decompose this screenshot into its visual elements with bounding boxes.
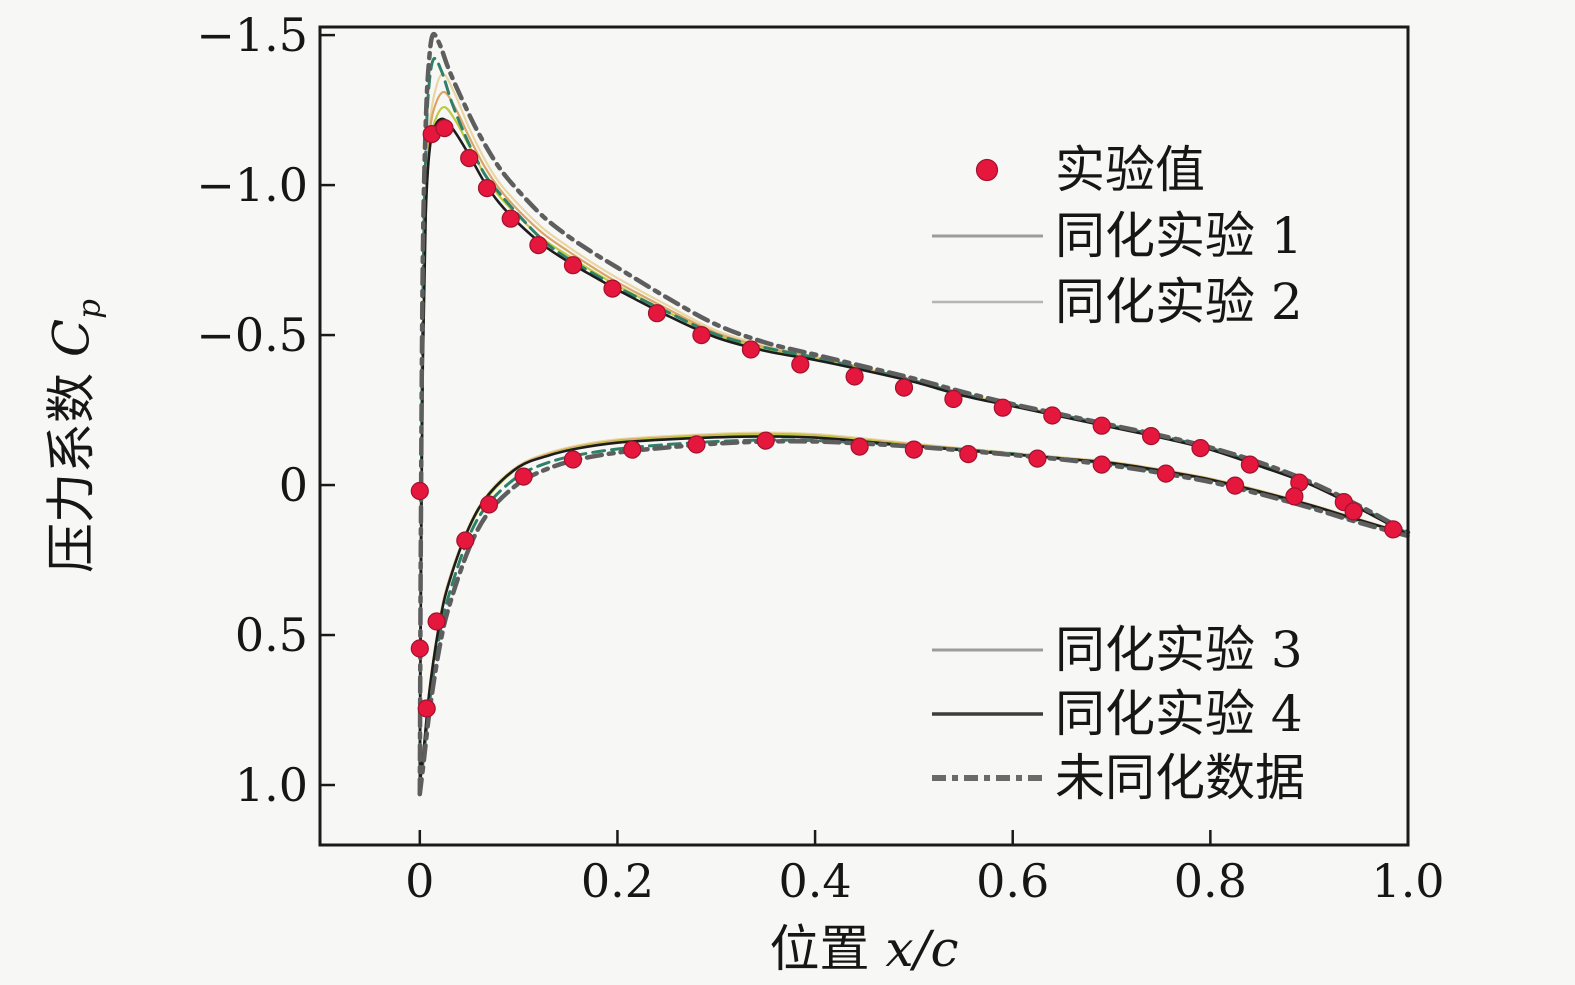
experimental-point xyxy=(501,209,520,228)
legend-label-experimental: 实验值 xyxy=(1055,141,1205,199)
experimental-point xyxy=(427,612,446,631)
experimental-point xyxy=(563,256,583,275)
experimental-point xyxy=(563,450,583,469)
y-axis-label-cjk: 压力系数 xyxy=(42,373,101,574)
x-tick-label: 0.4 xyxy=(778,854,852,908)
experimental-point xyxy=(623,440,642,459)
experimental-point xyxy=(479,495,499,514)
experimental-point xyxy=(603,279,622,298)
unassimilated-dashdot-marker xyxy=(930,766,1045,790)
legend-item-assim-1: 同化实验 1 xyxy=(930,206,1303,266)
experimental-point xyxy=(692,326,711,345)
experimental-point xyxy=(741,340,761,359)
experimental-point xyxy=(456,531,475,550)
legend-item-assim-2: 同化实验 2 xyxy=(930,272,1303,332)
experimental-point xyxy=(993,398,1012,417)
experimental-point xyxy=(1344,502,1363,521)
experimental-point xyxy=(1285,487,1304,506)
experimental-point xyxy=(477,179,497,198)
legend-label-unassimilated: 未同化数据 xyxy=(1055,749,1305,807)
legend-label-assim-4: 同化实验 4 xyxy=(1055,685,1303,743)
assim-4-line-marker xyxy=(930,702,1045,726)
experimental-point xyxy=(894,378,914,397)
experimental-point xyxy=(1384,520,1403,539)
experimental-point xyxy=(904,440,924,459)
experimental-point xyxy=(1028,449,1047,468)
legend-label-assim-1: 同化实验 1 xyxy=(1055,207,1303,265)
experimental-point xyxy=(410,481,429,501)
experimental-point xyxy=(410,639,429,658)
experimental-point xyxy=(1141,427,1161,446)
assim-1-line-marker xyxy=(930,224,1045,248)
experimental-point xyxy=(514,467,533,486)
y-axis-label-math: Cp xyxy=(42,298,108,358)
experimental-point xyxy=(791,355,810,374)
experimental-point xyxy=(529,236,548,255)
experimental-point xyxy=(1240,455,1260,474)
legend-label-assim-2: 同化实验 2 xyxy=(1055,273,1303,331)
experimental-point xyxy=(756,431,775,450)
experimental-point xyxy=(850,437,869,456)
x-axis-label-cjk: 位置 xyxy=(769,920,870,978)
experimental-point xyxy=(1191,439,1210,458)
experimental-point xyxy=(944,389,963,409)
series-da2-branch-0 xyxy=(418,90,1410,787)
y-tick-label: 0.5 xyxy=(234,608,308,663)
x-axis-label-math: x/c xyxy=(885,920,959,978)
experimental-point xyxy=(1156,464,1176,483)
y-axis-label: 压力系数 Cp xyxy=(43,299,108,573)
x-axis-label: 位置 x/c xyxy=(770,924,959,974)
x-tick-label: 1.0 xyxy=(1371,854,1445,908)
experimental-dot-marker xyxy=(930,158,1045,182)
y-tick-label: −0.5 xyxy=(196,308,308,363)
experimental-point xyxy=(417,699,436,718)
x-tick-label: 0.2 xyxy=(580,854,655,908)
series-base_dashed-branch-0 xyxy=(418,56,1410,793)
series-da4-branch-0 xyxy=(418,117,1410,787)
x-tick-label: 0 xyxy=(405,854,435,908)
experimental-point xyxy=(1043,406,1062,425)
experimental-point xyxy=(687,435,706,454)
assim-2-line-marker xyxy=(930,290,1045,314)
assim-3-line-marker xyxy=(930,638,1045,662)
y-tick-label: 1.0 xyxy=(234,758,308,812)
experimental-point xyxy=(1092,416,1111,435)
plot-frame xyxy=(318,25,1410,847)
legend-label-assim-3: 同化实验 3 xyxy=(1055,621,1303,679)
legend-item-experimental: 实验值 xyxy=(930,140,1205,200)
experimental-point xyxy=(959,445,978,464)
legend-item-assim-3: 同化实验 3 xyxy=(930,620,1303,680)
x-tick-label: 0.6 xyxy=(976,854,1050,908)
y-tick-label: −1.0 xyxy=(196,158,308,213)
x-tick-label: 0.8 xyxy=(1173,854,1247,908)
experimental-point xyxy=(647,304,667,323)
experimental-point xyxy=(435,119,454,138)
legend-item-assim-4: 同化实验 4 xyxy=(930,684,1303,744)
experimental-point xyxy=(1092,455,1111,474)
experimental-point xyxy=(845,367,864,386)
y-tick-label: 0 xyxy=(278,458,308,513)
y-tick-label: −1.5 xyxy=(196,8,308,63)
legend-item-unassimilated: 未同化数据 xyxy=(930,748,1305,808)
experimental-point xyxy=(460,149,479,168)
experimental-point xyxy=(1225,476,1245,495)
series-base_dashdot-branch-0 xyxy=(417,31,1411,797)
